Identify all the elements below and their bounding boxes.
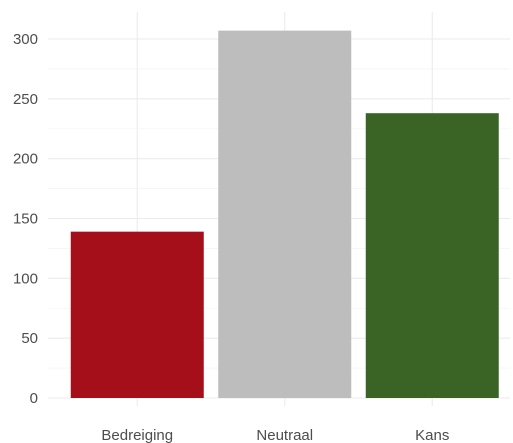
x-tick-label: Kans <box>415 427 449 443</box>
y-tick-label: 200 <box>13 151 38 168</box>
bar-bedreiging <box>70 231 204 398</box>
x-tick-label: Neutraal <box>256 427 313 443</box>
y-tick-label: 300 <box>13 31 38 48</box>
bar-kans <box>365 113 499 399</box>
bars <box>70 30 499 399</box>
y-tick-label: 250 <box>13 91 38 108</box>
y-tick-label: 100 <box>13 270 38 287</box>
y-tick-label: 50 <box>21 330 38 347</box>
y-tick-label: 150 <box>13 211 38 228</box>
y-axis-tick-labels: 0 50 100 150 200 250 300 <box>13 31 38 407</box>
x-axis-tick-labels: Bedreiging Neutraal Kans <box>101 427 449 443</box>
y-tick-label: 0 <box>30 390 38 407</box>
x-tick-label: Bedreiging <box>101 427 173 443</box>
bar-neutraal <box>218 30 352 399</box>
